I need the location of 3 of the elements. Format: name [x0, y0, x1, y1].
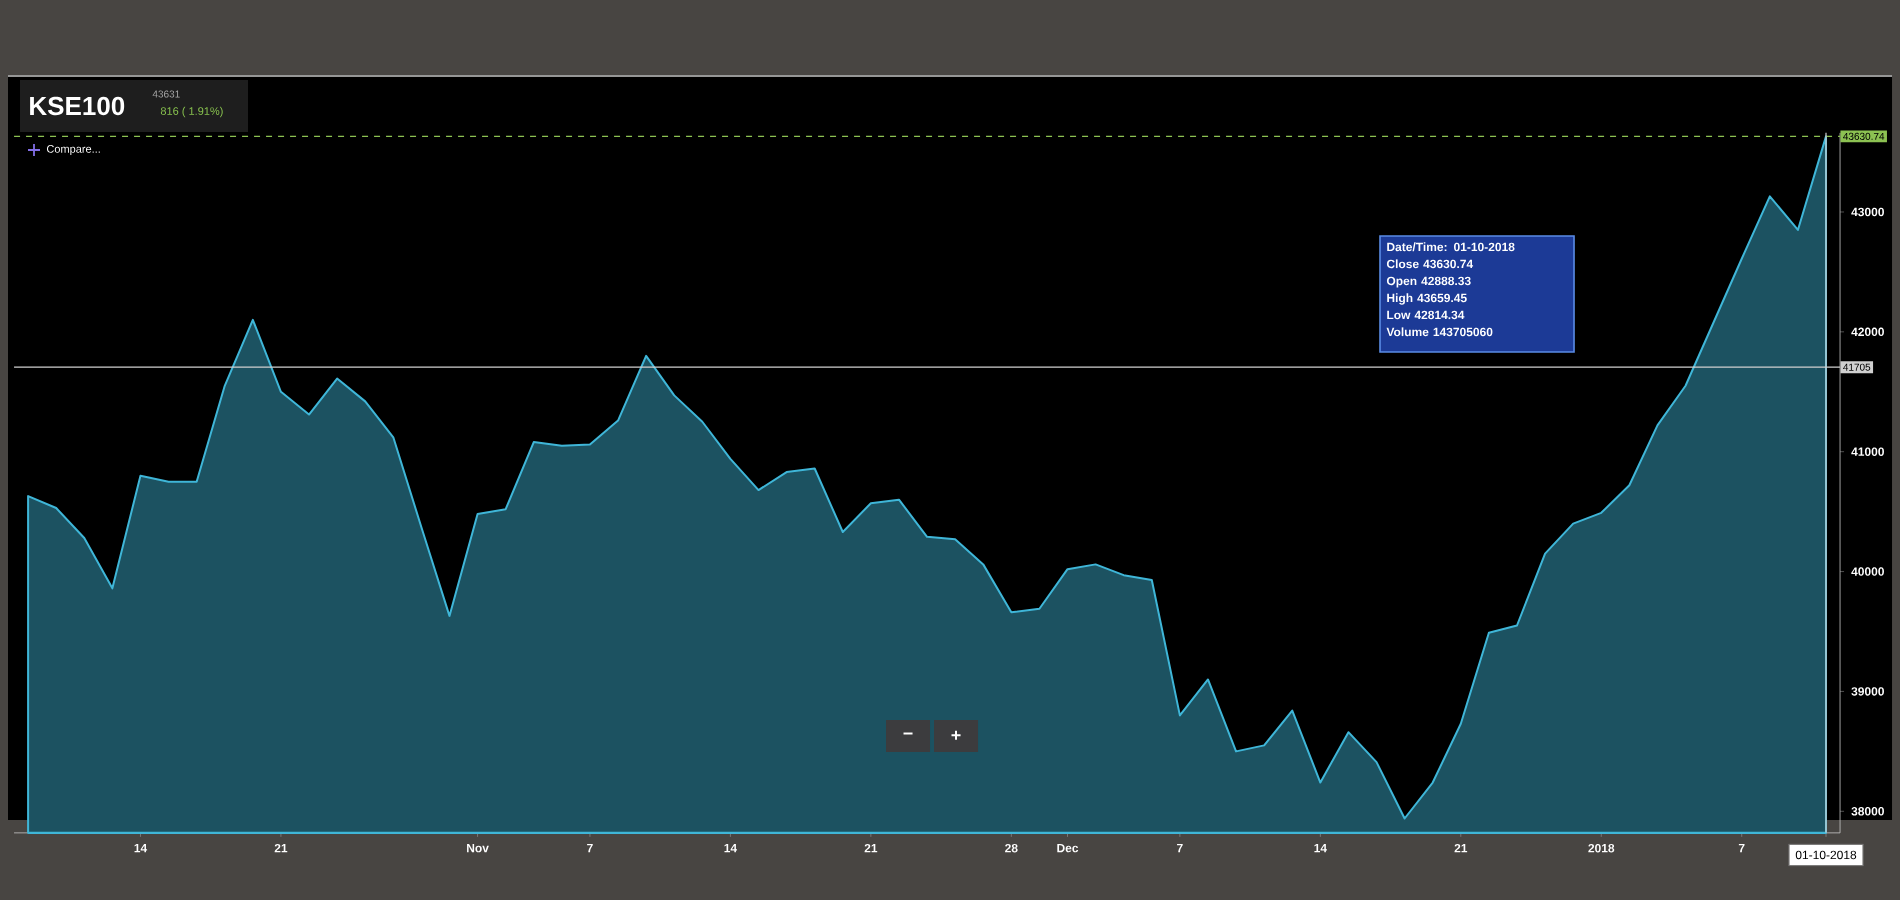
- chart-title: KSE100: [30, 96, 125, 116]
- annotation: −: [903, 732, 913, 735]
- annotation: +: [951, 730, 961, 740]
